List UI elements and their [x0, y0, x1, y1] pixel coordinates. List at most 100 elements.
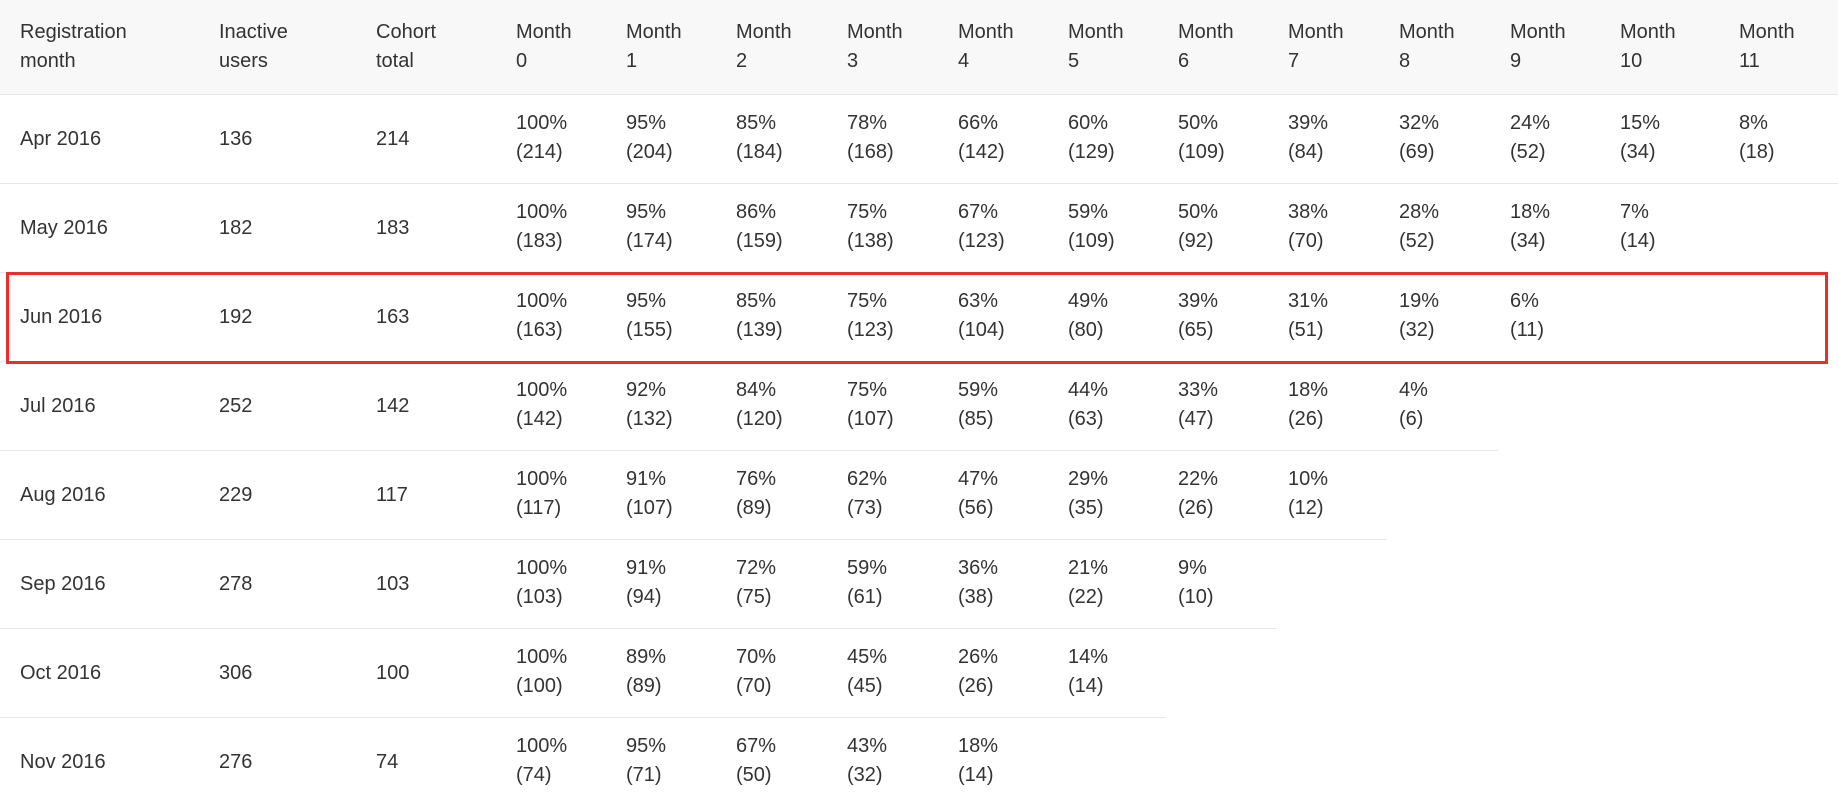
retention-percent: 31%: [1288, 290, 1329, 312]
retention-percent: 18%: [958, 735, 999, 757]
retention-count: (159): [736, 230, 783, 252]
retention-count: (184): [736, 141, 783, 163]
retention-percent: 100%: [516, 735, 568, 757]
retention-count: (6): [1399, 408, 1424, 430]
retention-percent: 100%: [516, 557, 568, 579]
retention-percent: 72%: [736, 557, 777, 579]
retention-percent: 21%: [1068, 557, 1109, 579]
retention-count: (26): [1178, 497, 1214, 519]
cohort-total: 74: [376, 750, 399, 773]
retention-count: (32): [1399, 319, 1435, 341]
retention-percent: 100%: [516, 112, 568, 134]
retention-percent: 62%: [847, 468, 888, 490]
retention-percent: 50%: [1178, 201, 1219, 223]
retention-percent: 7%: [1620, 201, 1649, 223]
retention-percent: 22%: [1178, 468, 1219, 490]
retention-percent: 39%: [1178, 290, 1219, 312]
retention-percent: 26%: [958, 646, 999, 668]
retention-percent: 95%: [626, 735, 667, 757]
inactive-users: 276: [219, 750, 253, 773]
retention-count: (85): [958, 408, 994, 430]
retention-percent: 67%: [736, 735, 777, 757]
retention-percent: 49%: [1068, 290, 1109, 312]
header-background: [0, 0, 1838, 95]
retention-count: (174): [626, 230, 673, 252]
retention-count: (69): [1399, 141, 1435, 163]
retention-percent: 92%: [626, 379, 667, 401]
retention-count: (117): [516, 497, 562, 519]
retention-count: (107): [626, 497, 673, 519]
retention-percent: 100%: [516, 379, 568, 401]
inactive-users: 229: [219, 483, 253, 506]
retention-count: (214): [516, 141, 563, 163]
retention-count: (18): [1739, 141, 1775, 163]
retention-percent: 75%: [847, 201, 888, 223]
retention-count: (183): [516, 230, 563, 252]
retention-count: (47): [1178, 408, 1214, 430]
row-divider: [0, 628, 1276, 629]
retention-percent: 91%: [626, 557, 667, 579]
cohort-total: 117: [376, 483, 408, 506]
retention-percent: 75%: [847, 290, 888, 312]
retention-percent: 100%: [516, 646, 568, 668]
cohort-total: 183: [376, 216, 410, 239]
retention-count: (14): [958, 764, 994, 786]
retention-count: (100): [516, 675, 563, 697]
retention-percent: 50%: [1178, 112, 1219, 134]
retention-percent: 10%: [1288, 468, 1329, 490]
retention-percent: 19%: [1399, 290, 1440, 312]
column-header: Month 8: [1399, 21, 1455, 72]
retention-count: (34): [1620, 141, 1656, 163]
retention-count: (168): [847, 141, 894, 163]
retention-count: (70): [1288, 230, 1324, 252]
retention-count: (94): [626, 586, 662, 608]
retention-percent: 85%: [736, 112, 777, 134]
retention-count: (52): [1399, 230, 1435, 252]
retention-percent: 95%: [626, 201, 667, 223]
retention-percent: 59%: [958, 379, 999, 401]
cohort-total: 100: [376, 661, 410, 684]
retention-percent: 75%: [847, 379, 888, 401]
retention-count: (139): [736, 319, 783, 341]
retention-percent: 89%: [626, 646, 667, 668]
retention-count: (50): [736, 764, 772, 786]
retention-count: (26): [958, 675, 994, 697]
retention-count: (26): [1288, 408, 1324, 430]
cohort-total: 163: [376, 305, 410, 328]
retention-percent: 59%: [1068, 201, 1109, 223]
cohort-total: 214: [376, 127, 410, 150]
row-divider: [0, 539, 1387, 540]
retention-percent: 91%: [626, 468, 667, 490]
retention-percent: 95%: [626, 290, 667, 312]
retention-count: (80): [1068, 319, 1104, 341]
registration-month: Oct 2016: [20, 661, 102, 684]
retention-percent: 8%: [1739, 112, 1768, 134]
retention-percent: 100%: [516, 290, 568, 312]
retention-percent: 9%: [1178, 557, 1207, 579]
retention-percent: 70%: [736, 646, 777, 668]
retention-count: (107): [847, 408, 894, 430]
retention-percent: 43%: [847, 735, 888, 757]
registration-month: Aug 2016: [20, 483, 106, 506]
retention-count: (103): [516, 586, 563, 608]
retention-percent: 14%: [1068, 646, 1109, 668]
retention-percent: 36%: [958, 557, 999, 579]
retention-count: (84): [1288, 141, 1324, 163]
retention-percent: 24%: [1510, 112, 1551, 134]
column-header: Registration month: [20, 21, 127, 72]
retention-percent: 38%: [1288, 201, 1329, 223]
retention-count: (89): [626, 675, 662, 697]
retention-count: (70): [736, 675, 772, 697]
row-divider: [0, 450, 1498, 451]
retention-count: (129): [1068, 141, 1115, 163]
retention-count: (104): [958, 319, 1005, 341]
column-header: Month 1: [626, 21, 682, 72]
retention-count: (73): [847, 497, 883, 519]
retention-count: (74): [516, 764, 552, 786]
retention-percent: 28%: [1399, 201, 1440, 223]
retention-count: (14): [1068, 675, 1104, 697]
retention-percent: 6%: [1510, 290, 1539, 312]
inactive-users: 136: [219, 127, 253, 150]
retention-percent: 18%: [1288, 379, 1329, 401]
